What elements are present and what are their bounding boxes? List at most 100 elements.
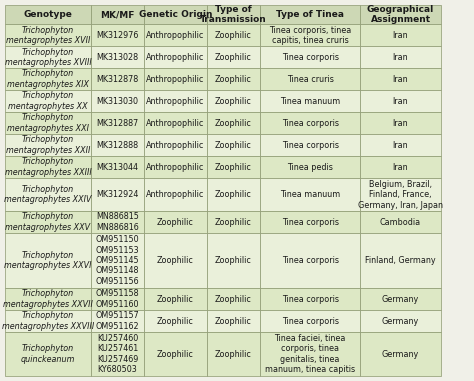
Text: MK312878: MK312878 [96,75,138,84]
Text: Zoophilic: Zoophilic [215,141,252,150]
Bar [260,134,360,156]
Bar [207,288,260,310]
Text: Tinea cruris: Tinea cruris [287,75,334,84]
Bar [91,211,144,233]
Bar [260,332,360,376]
Bar [5,134,91,156]
Bar [207,178,260,211]
Text: Zoophilic: Zoophilic [215,317,252,325]
Bar [260,112,360,134]
Text: Tinea faciei, tinea
corporis, tinea
genitalis, tinea
manuum, tinea capitis: Tinea faciei, tinea corporis, tinea geni… [265,334,355,374]
Bar [360,46,441,68]
Text: Zoophilic: Zoophilic [215,218,252,227]
Bar [91,90,144,112]
Bar [260,288,360,310]
Text: Iran: Iran [393,75,409,84]
Bar [144,178,207,211]
Bar [207,5,260,24]
Bar [144,24,207,46]
Bar [360,112,441,134]
Bar [91,46,144,68]
Text: Zoophilic: Zoophilic [215,97,252,106]
Text: Zoophilic: Zoophilic [215,31,252,40]
Text: Zoophilic: Zoophilic [157,317,194,325]
Text: Tinea corporis: Tinea corporis [282,256,338,265]
Text: KU257460
KU257461
KU257469
KY680503: KU257460 KU257461 KU257469 KY680503 [97,334,138,374]
Text: Tinea corporis: Tinea corporis [282,218,338,227]
Text: Trichophyton
mentagrophytes XXIV: Trichophyton mentagrophytes XXIV [4,185,91,204]
Text: Iran: Iran [393,141,409,150]
Text: Iran: Iran [393,118,409,128]
Bar [5,68,91,90]
Text: Iran: Iran [393,53,409,62]
Bar [260,68,360,90]
Bar [360,178,441,211]
Text: MK313044: MK313044 [97,163,138,172]
Bar [144,90,207,112]
Bar [144,233,207,288]
Bar [144,46,207,68]
Text: Trichophyton
mentagrophytes XXVII: Trichophyton mentagrophytes XXVII [3,289,93,309]
Bar [260,46,360,68]
Bar [5,332,91,376]
Bar [360,90,441,112]
Text: Tinea corporis: Tinea corporis [282,295,338,304]
Bar [91,5,144,24]
Bar [260,233,360,288]
Bar [207,134,260,156]
Bar [260,156,360,178]
Bar [260,310,360,332]
Text: Type of
Transmission: Type of Transmission [200,5,267,24]
Text: Zoophilic: Zoophilic [215,349,252,359]
Bar [144,310,207,332]
Text: Zoophilic: Zoophilic [157,349,194,359]
Bar [207,112,260,134]
Text: Zoophilic: Zoophilic [215,163,252,172]
Bar [360,233,441,288]
Bar [144,134,207,156]
Text: Zoophilic: Zoophilic [157,256,194,265]
Text: Belgium, Brazil,
Finland, France,
Germany, Iran, Japan: Belgium, Brazil, Finland, France, German… [358,180,443,210]
Text: MK313028: MK313028 [96,53,138,62]
Bar [207,310,260,332]
Text: OM951157
OM951162: OM951157 OM951162 [96,311,139,331]
Text: MK312888: MK312888 [96,141,138,150]
Bar [207,211,260,233]
Bar [5,310,91,332]
Text: Zoophilic: Zoophilic [215,256,252,265]
Text: Zoophilic: Zoophilic [215,295,252,304]
Bar [5,178,91,211]
Text: Iran: Iran [393,163,409,172]
Bar [5,46,91,68]
Text: Trichophyton
mentagrophytes XXII: Trichophyton mentagrophytes XXII [6,136,90,155]
Bar [360,211,441,233]
Bar [260,178,360,211]
Text: Germany: Germany [382,295,419,304]
Text: Zoophilic: Zoophilic [215,75,252,84]
Text: MK/MF: MK/MF [100,10,135,19]
Bar [91,332,144,376]
Text: Zoophilic: Zoophilic [215,118,252,128]
Bar [91,68,144,90]
Text: Trichophyton
mentagrophytes XX: Trichophyton mentagrophytes XX [8,91,88,111]
Text: Anthropophilic: Anthropophilic [146,97,205,106]
Text: Trichophyton
mentagrophytes XXV: Trichophyton mentagrophytes XXV [5,212,91,232]
Bar [360,68,441,90]
Text: Zoophilic: Zoophilic [215,53,252,62]
Bar [260,5,360,24]
Bar [5,288,91,310]
Text: MN886815
MN886816: MN886815 MN886816 [96,212,139,232]
Text: Genotype: Genotype [24,10,73,19]
Text: Tinea pedis: Tinea pedis [287,163,333,172]
Bar [360,24,441,46]
Text: Tinea corporis: Tinea corporis [282,118,338,128]
Text: Geographical
Assignment: Geographical Assignment [367,5,434,24]
Bar [360,5,441,24]
Bar [360,134,441,156]
Text: Tinea manuum: Tinea manuum [280,190,340,199]
Bar [360,310,441,332]
Bar [260,90,360,112]
Bar [207,90,260,112]
Text: Zoophilic: Zoophilic [215,190,252,199]
Text: Genetic Origin: Genetic Origin [139,10,212,19]
